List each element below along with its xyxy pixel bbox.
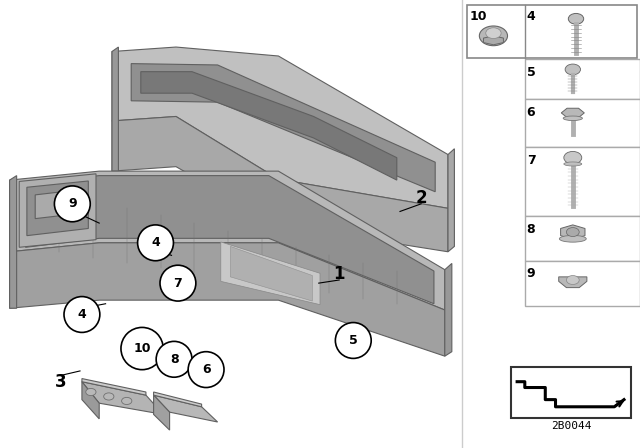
Polygon shape	[82, 382, 163, 414]
Polygon shape	[230, 246, 312, 301]
Circle shape	[564, 151, 582, 164]
Polygon shape	[112, 116, 448, 252]
FancyBboxPatch shape	[525, 261, 640, 306]
Polygon shape	[154, 395, 170, 430]
Polygon shape	[131, 64, 435, 192]
Polygon shape	[27, 181, 88, 236]
Text: 9: 9	[68, 197, 77, 211]
FancyBboxPatch shape	[525, 216, 640, 261]
Text: 4: 4	[527, 10, 536, 23]
Text: 4: 4	[151, 236, 160, 250]
Ellipse shape	[138, 225, 173, 261]
Circle shape	[566, 276, 579, 284]
Circle shape	[104, 393, 114, 400]
Text: 7: 7	[527, 154, 536, 167]
Circle shape	[486, 28, 501, 39]
Ellipse shape	[335, 323, 371, 358]
Polygon shape	[154, 392, 202, 407]
Text: 6: 6	[527, 106, 535, 119]
FancyBboxPatch shape	[525, 99, 640, 147]
Polygon shape	[154, 395, 218, 422]
Ellipse shape	[563, 116, 582, 121]
Circle shape	[568, 13, 584, 24]
Text: 10: 10	[469, 10, 486, 23]
Text: 10: 10	[133, 342, 151, 355]
Polygon shape	[221, 242, 320, 305]
Ellipse shape	[564, 162, 582, 166]
Polygon shape	[10, 176, 17, 308]
Ellipse shape	[160, 265, 196, 301]
Text: 7: 7	[173, 276, 182, 290]
Ellipse shape	[188, 352, 224, 388]
Text: 8: 8	[527, 223, 535, 236]
Text: 8: 8	[170, 353, 179, 366]
Ellipse shape	[156, 341, 192, 377]
Polygon shape	[561, 108, 584, 117]
Polygon shape	[10, 243, 445, 356]
Polygon shape	[19, 174, 96, 247]
Polygon shape	[483, 36, 504, 45]
Polygon shape	[26, 176, 434, 304]
Text: 5: 5	[527, 66, 536, 79]
Polygon shape	[82, 382, 99, 419]
Polygon shape	[35, 190, 74, 219]
Circle shape	[479, 26, 508, 46]
Polygon shape	[112, 47, 118, 171]
FancyBboxPatch shape	[511, 367, 631, 418]
Polygon shape	[82, 379, 146, 395]
Text: 2B0044: 2B0044	[550, 421, 591, 431]
Polygon shape	[559, 277, 587, 288]
FancyBboxPatch shape	[525, 59, 640, 99]
Ellipse shape	[64, 297, 100, 332]
Text: 6: 6	[202, 363, 211, 376]
Text: 2: 2	[415, 189, 427, 207]
FancyBboxPatch shape	[467, 5, 637, 58]
Polygon shape	[141, 72, 397, 180]
Polygon shape	[445, 263, 452, 356]
FancyBboxPatch shape	[525, 147, 640, 216]
Circle shape	[122, 397, 132, 405]
Ellipse shape	[121, 327, 163, 370]
Ellipse shape	[559, 236, 586, 242]
Ellipse shape	[54, 186, 90, 222]
Circle shape	[86, 388, 96, 396]
Text: 9: 9	[527, 267, 535, 280]
Circle shape	[565, 64, 580, 75]
Text: 3: 3	[55, 373, 67, 391]
Text: 5: 5	[349, 334, 358, 347]
Circle shape	[566, 228, 579, 237]
Polygon shape	[561, 225, 585, 239]
Text: 1: 1	[333, 265, 345, 283]
Polygon shape	[448, 149, 454, 252]
Polygon shape	[10, 171, 445, 310]
Text: 4: 4	[77, 308, 86, 321]
Polygon shape	[112, 47, 448, 208]
